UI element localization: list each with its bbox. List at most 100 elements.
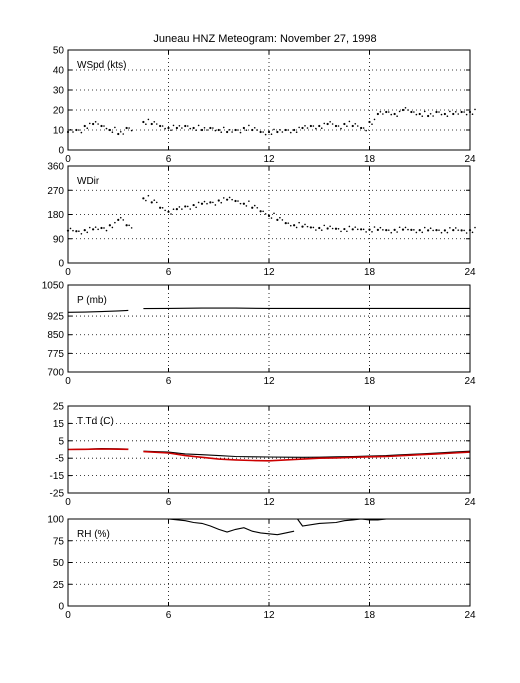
y-tick-label: 50 xyxy=(53,558,65,569)
data-point xyxy=(312,125,315,127)
x-tick-label: 0 xyxy=(65,154,71,165)
data-point xyxy=(415,113,418,116)
data-point xyxy=(329,121,331,123)
data-point xyxy=(175,208,178,211)
y-tick-label: 25 xyxy=(53,580,65,591)
y-tick-label: 360 xyxy=(47,162,64,173)
data-point xyxy=(130,227,133,229)
data-point xyxy=(306,127,309,129)
data-point xyxy=(159,124,162,128)
data-point xyxy=(443,229,446,232)
data-point xyxy=(371,230,373,233)
data-point xyxy=(289,224,292,227)
data-point xyxy=(72,229,74,232)
data-point xyxy=(432,115,434,117)
data-point xyxy=(94,226,97,228)
data-point xyxy=(164,127,166,130)
x-tick-label: 12 xyxy=(263,497,275,508)
x-tick-label: 24 xyxy=(464,154,476,165)
y-tick-label: -5 xyxy=(55,454,64,465)
data-point xyxy=(251,128,254,132)
data-point xyxy=(351,124,354,128)
x-tick-label: 24 xyxy=(464,376,476,387)
data-point xyxy=(440,113,443,116)
data-point xyxy=(276,130,279,134)
data-point xyxy=(421,115,424,117)
y-tick-label: 775 xyxy=(47,349,64,360)
data-point xyxy=(270,217,273,219)
data-point xyxy=(181,208,183,210)
data-point xyxy=(404,226,407,229)
data-point xyxy=(427,114,430,118)
data-point xyxy=(346,125,348,127)
data-point xyxy=(463,229,465,232)
data-point xyxy=(197,201,200,204)
data-point xyxy=(117,132,120,136)
data-point xyxy=(239,131,242,134)
data-point xyxy=(186,205,189,208)
data-point xyxy=(460,229,463,232)
data-point xyxy=(69,227,72,230)
data-point xyxy=(234,128,237,132)
data-point xyxy=(212,201,214,204)
data-point xyxy=(203,127,206,129)
y-tick-label: 20 xyxy=(53,106,65,117)
data-point xyxy=(373,226,376,228)
data-point xyxy=(172,124,175,127)
data-point xyxy=(304,125,306,127)
data-point xyxy=(326,227,329,230)
data-point xyxy=(117,218,120,221)
panel-4: 0 6 12 18 24 -25 -15 -5 5 15 25 T Td (C) xyxy=(50,402,476,509)
data-point xyxy=(122,133,125,135)
data-point xyxy=(393,112,396,116)
data-point xyxy=(413,111,415,113)
data-point xyxy=(231,198,233,201)
data-point xyxy=(259,210,262,213)
data-point xyxy=(438,229,440,231)
x-tick-label: 0 xyxy=(65,267,71,278)
data-point xyxy=(111,226,114,229)
data-point xyxy=(192,203,195,207)
data-point xyxy=(242,126,245,130)
y-tick-label: 40 xyxy=(53,66,65,77)
data-point xyxy=(119,131,122,133)
data-point xyxy=(242,202,245,205)
data-point xyxy=(309,226,312,229)
data-point xyxy=(354,123,357,125)
series-line xyxy=(143,450,471,462)
data-point xyxy=(382,113,384,115)
data-point xyxy=(178,206,181,208)
data-point xyxy=(346,230,348,233)
data-point xyxy=(410,110,413,114)
data-point xyxy=(446,231,449,234)
data-point xyxy=(72,131,74,133)
data-point xyxy=(429,113,432,115)
data-point xyxy=(130,129,133,132)
data-point xyxy=(88,226,91,229)
data-point xyxy=(172,208,175,211)
data-point xyxy=(206,129,208,131)
data-point xyxy=(217,128,220,132)
x-tick-label: 18 xyxy=(364,267,376,278)
data-point xyxy=(209,126,212,130)
data-point xyxy=(214,129,217,132)
data-point xyxy=(449,226,451,229)
data-point xyxy=(365,129,367,132)
data-point xyxy=(103,125,105,127)
data-point xyxy=(80,233,83,235)
data-point xyxy=(320,229,323,231)
data-point xyxy=(410,228,413,231)
axes-frame xyxy=(67,405,471,494)
data-point xyxy=(175,126,178,130)
data-point xyxy=(398,226,401,229)
data-point xyxy=(423,226,426,229)
data-point xyxy=(270,133,273,135)
data-point xyxy=(289,131,292,134)
data-point xyxy=(463,111,465,113)
data-point xyxy=(155,201,158,204)
data-point xyxy=(150,122,153,126)
y-tick-label: 0 xyxy=(58,602,64,613)
data-point xyxy=(239,202,242,205)
data-point xyxy=(371,123,373,125)
data-point xyxy=(356,125,359,127)
